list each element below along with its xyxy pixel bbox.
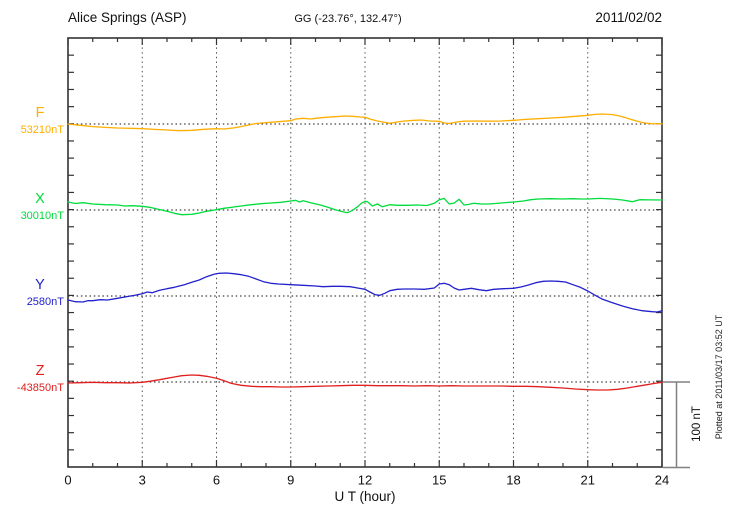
station-coordinates: GG (-23.76°, 132.47°) bbox=[294, 13, 402, 25]
series-label-y: Y 2580nT bbox=[6, 278, 66, 310]
trace-F bbox=[67, 113, 663, 132]
plot-frame bbox=[67, 37, 663, 468]
x-tick-label: 18 bbox=[506, 473, 520, 488]
x-tick-label: 21 bbox=[581, 473, 595, 488]
x-tick-label: 3 bbox=[139, 473, 146, 488]
series-letter-x: X bbox=[35, 191, 45, 207]
trace-Y bbox=[67, 272, 663, 313]
x-tick-label: 9 bbox=[287, 473, 294, 488]
series-letter-f: F bbox=[35, 105, 45, 121]
series-letter-z: Z bbox=[35, 363, 45, 379]
trace-X bbox=[67, 197, 663, 216]
x-tick-label: 12 bbox=[358, 473, 372, 488]
x-tick-label: 6 bbox=[213, 473, 220, 488]
series-label-x: X 30010nT bbox=[6, 192, 66, 224]
series-label-f: F 53210nT bbox=[6, 106, 66, 138]
series-label-z: Z -43850nT bbox=[6, 364, 66, 396]
station-title: Alice Springs (ASP) bbox=[68, 10, 187, 25]
series-letter-y: Y bbox=[35, 277, 45, 293]
x-axis-title: U T (hour) bbox=[334, 489, 396, 504]
plot-date: 2011/02/02 bbox=[595, 10, 662, 25]
plotted-at-note: Plotted at 2011/03/17 03:52 UT bbox=[714, 314, 724, 440]
series-baseline-value-z: -43850nT bbox=[16, 382, 64, 394]
x-tick-label: 24 bbox=[655, 473, 669, 488]
series-baseline-value-f: 53210nT bbox=[20, 124, 64, 136]
x-tick-label: 0 bbox=[64, 473, 71, 488]
x-tick-label: 15 bbox=[432, 473, 446, 488]
trace-Z bbox=[67, 374, 663, 391]
series-baseline-value-x: 30010nT bbox=[20, 210, 64, 222]
scale-bar-label: 100 nT bbox=[691, 406, 703, 442]
series-baseline-value-y: 2580nT bbox=[26, 296, 64, 308]
